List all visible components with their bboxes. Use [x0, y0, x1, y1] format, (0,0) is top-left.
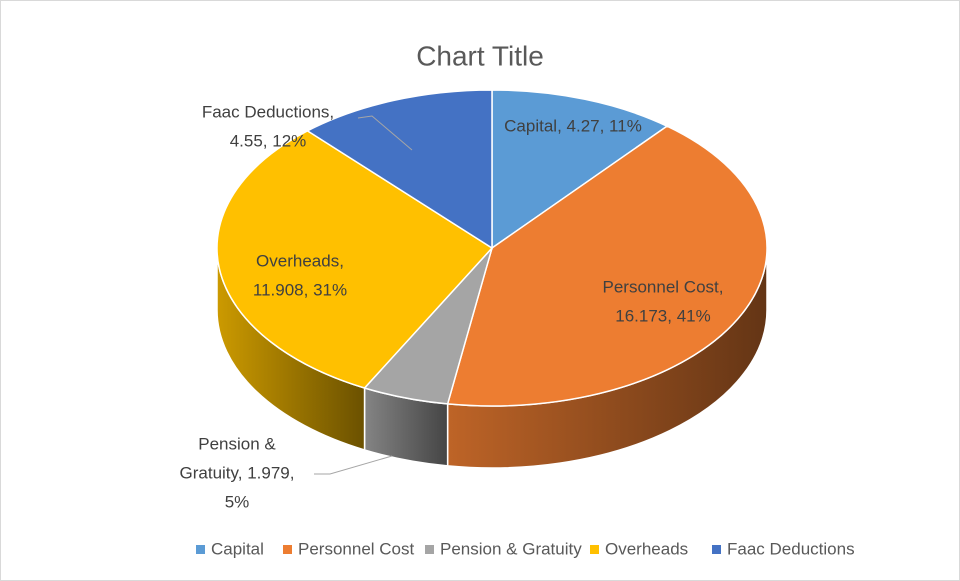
data-label: 11.908, 31% [253, 280, 347, 299]
data-label: Pension & [198, 434, 276, 453]
legend-label: Pension & Gratuity [440, 539, 582, 558]
legend-swatch [712, 545, 721, 554]
leader-line [357, 115, 413, 151]
data-label: 5% [225, 492, 250, 511]
legend-label: Capital [211, 539, 264, 558]
legend-swatch [590, 545, 599, 554]
data-label: 16.173, 41% [615, 306, 710, 325]
legend-swatch [425, 545, 434, 554]
slice [446, 125, 768, 407]
data-label: Capital, 4.27, 11% [504, 116, 642, 135]
chart-title: Chart Title [416, 40, 544, 71]
legend-swatch [196, 545, 205, 554]
leader-line [314, 455, 393, 475]
slice [491, 89, 669, 250]
data-label: Overheads, [256, 251, 344, 270]
data-label: Gratuity, 1.979, [180, 463, 295, 482]
data-label: 4.55, 12% [230, 131, 307, 150]
slice [216, 129, 494, 389]
legend-swatch [283, 545, 292, 554]
data-label: Personnel Cost, [603, 277, 724, 296]
slice [306, 89, 493, 250]
data-label: Faac Deductions, [202, 102, 334, 121]
legend-label: Overheads [605, 539, 688, 558]
legend-label: Faac Deductions [727, 539, 855, 558]
legend-label: Personnel Cost [298, 539, 415, 558]
